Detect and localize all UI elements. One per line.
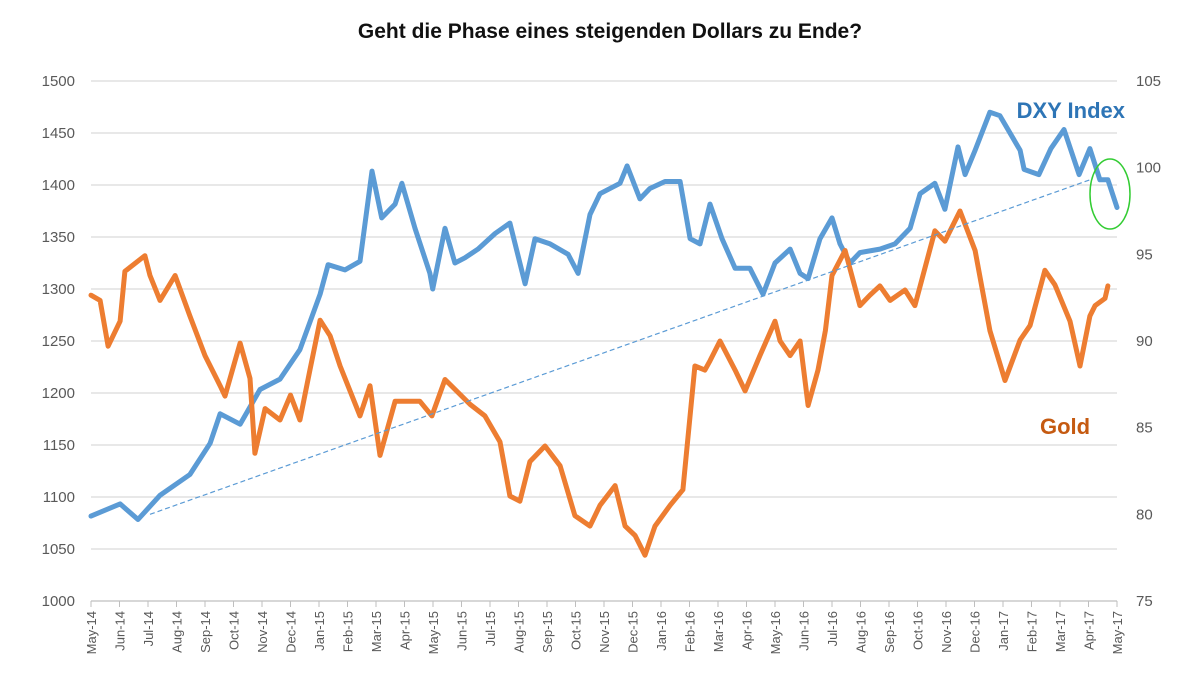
- y-left-tick-label: 1200: [42, 385, 75, 402]
- x-tick-label: Feb-15: [341, 611, 356, 652]
- x-tick-label: Jan-16: [654, 611, 669, 651]
- x-tick-label: Aug-14: [170, 611, 185, 653]
- x-tick-label: Dec-14: [284, 611, 299, 653]
- x-tick-label: Jan-17: [996, 611, 1011, 651]
- x-tick-label: Jul-16: [825, 611, 840, 646]
- x-tick-label: Sep-14: [198, 611, 213, 653]
- x-tick-label: Mar-17: [1053, 611, 1068, 652]
- gold-line: [88, 208, 1111, 558]
- y-left-tick-label: 1000: [42, 593, 75, 610]
- gold-series-label: Gold: [1040, 414, 1090, 439]
- y-right-tick-label: 85: [1136, 420, 1153, 437]
- x-tick-label: Nov-15: [597, 611, 612, 653]
- y-right-tick-label: 90: [1136, 333, 1153, 350]
- x-tick-label: Nov-14: [255, 611, 270, 653]
- y-left-tick-label: 1450: [42, 125, 75, 142]
- x-tick-label: Nov-16: [939, 611, 954, 653]
- x-tick-label: Apr-16: [740, 611, 755, 650]
- y-left-tick-label: 1400: [42, 177, 75, 194]
- x-tick-label: Oct-15: [569, 611, 584, 650]
- y-axis-left: 1000 1050 1100 1150 1200 1250 1300 1350 1400 1450…: [42, 73, 75, 610]
- x-tick-label: Feb-16: [683, 611, 698, 652]
- y-right-tick-label: 95: [1136, 246, 1153, 263]
- x-tick-label: Feb-17: [1025, 611, 1040, 652]
- x-tick-label: Mar-16: [711, 611, 726, 652]
- y-right-tick-label: 105: [1136, 73, 1161, 90]
- x-tick-label: Dec-16: [968, 611, 983, 653]
- x-tick-label: Dec-15: [626, 611, 641, 653]
- y-right-tick-label: 100: [1136, 160, 1161, 177]
- x-axis: May-14 Jun-14 Jul-14 Aug-14 Sep-14 Oct-14 Nov-…: [84, 601, 1125, 654]
- y-left-tick-label: 1150: [43, 437, 75, 454]
- x-tick-label: Jun-14: [113, 611, 128, 651]
- y-left-tick-label: 1100: [43, 489, 75, 506]
- gridlines: [91, 80, 1117, 602]
- x-tick-label: May-17: [1110, 611, 1125, 654]
- y-right-tick-label: 80: [1136, 506, 1153, 523]
- y-left-tick-label: 1350: [42, 229, 75, 246]
- x-tick-label: Jun-16: [797, 611, 812, 651]
- highlight-ellipse: [1089, 158, 1131, 230]
- x-tick-label: Jan-15: [312, 611, 327, 651]
- series-layer: [88, 109, 1120, 558]
- x-tick-label: Apr-17: [1082, 611, 1097, 650]
- x-tick-label: May-14: [84, 611, 99, 654]
- dxy-index-line: [88, 109, 1120, 522]
- y-axis-right: 75 80 85 90 95 100 105: [1136, 73, 1161, 610]
- x-tick-label: Aug-16: [854, 611, 869, 653]
- x-tick-label: Sep-16: [882, 611, 897, 653]
- chart-title: Geht die Phase eines steigenden Dollars …: [358, 20, 862, 43]
- x-tick-label: May-16: [768, 611, 783, 654]
- dxy-trendline: [149, 179, 1091, 515]
- x-tick-label: Jul-14: [141, 611, 156, 646]
- x-tick-label: Oct-14: [227, 611, 242, 650]
- x-tick-label: Jun-15: [455, 611, 470, 651]
- x-tick-label: Mar-15: [369, 611, 384, 652]
- y-left-tick-label: 1250: [42, 333, 75, 350]
- x-tick-label: Oct-16: [911, 611, 926, 650]
- x-tick-label: May-15: [426, 611, 441, 654]
- dxy-series-label: DXY Index: [1017, 98, 1126, 123]
- x-tick-label: Sep-15: [540, 611, 555, 653]
- y-right-tick-label: 75: [1136, 593, 1153, 610]
- x-tick-label: Jul-15: [483, 611, 498, 646]
- y-left-tick-label: 1050: [42, 541, 75, 558]
- x-tick-label: Apr-15: [398, 611, 413, 650]
- y-left-tick-label: 1500: [42, 73, 75, 90]
- y-left-tick-label: 1300: [42, 281, 75, 298]
- x-tick-label: Aug-15: [512, 611, 527, 653]
